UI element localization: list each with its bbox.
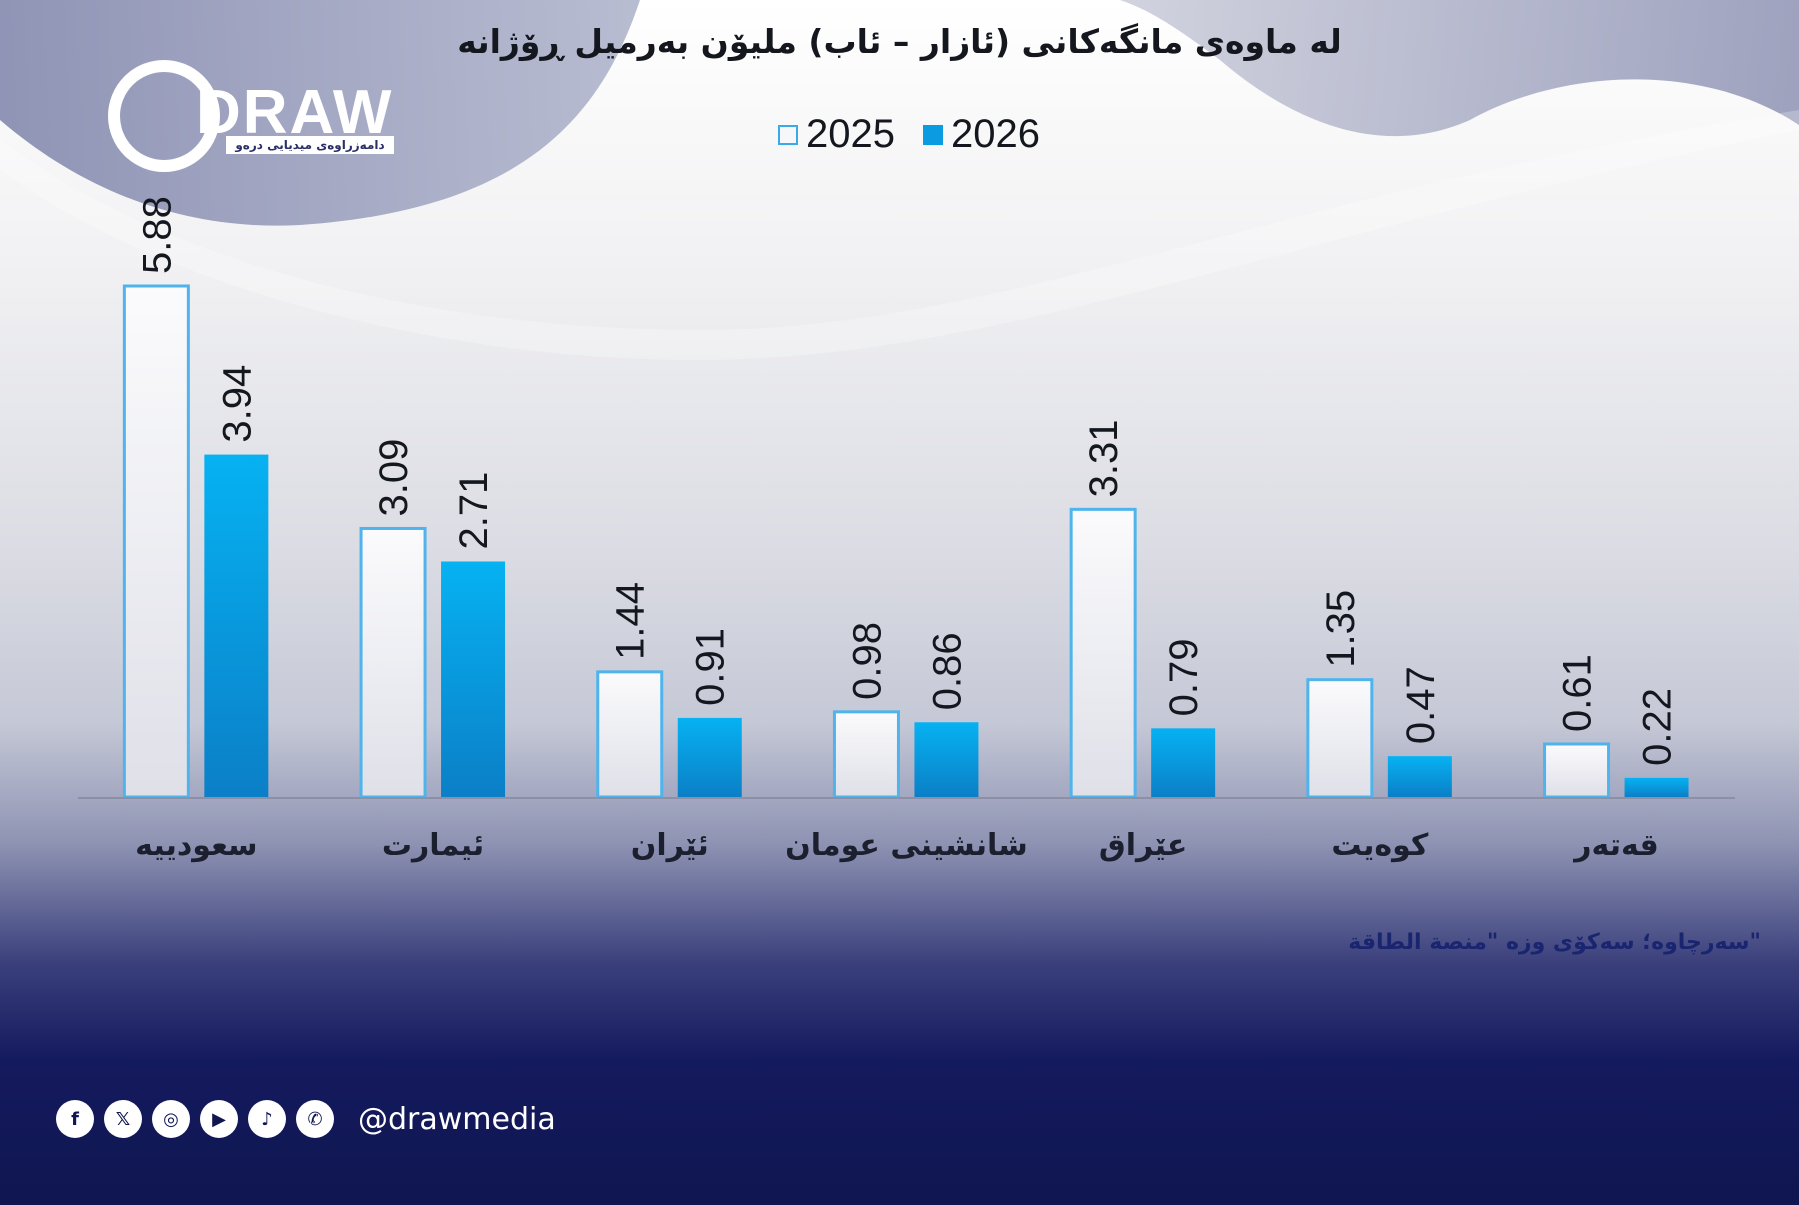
- bar-2025-1: [359, 526, 427, 799]
- facebook-icon[interactable]: f: [56, 1100, 94, 1138]
- bar-2025-3: [832, 710, 900, 799]
- value-label-2025-5: 1.35: [1319, 590, 1363, 668]
- value-label-2026-4: 0.79: [1162, 638, 1206, 716]
- value-label-2026-2: 0.91: [689, 628, 733, 706]
- legend-swatch-2025: [778, 124, 798, 145]
- tiktok-icon[interactable]: ♪: [248, 1100, 286, 1138]
- value-label-2025-3: 0.98: [845, 622, 889, 700]
- bar-2025-5: [1306, 678, 1374, 799]
- social-bar: f 𝕏 ◎ ▶ ♪ ✆ @drawmedia: [56, 1100, 556, 1138]
- value-label-2025-1: 3.09: [372, 439, 416, 517]
- value-label-2025-4: 3.31: [1082, 419, 1126, 497]
- chart-legend: 2025 2026: [778, 112, 1040, 157]
- youtube-icon[interactable]: ▶: [200, 1100, 238, 1138]
- category-label-2: ئێران: [631, 828, 709, 863]
- bar-2025-6: [1543, 742, 1611, 799]
- value-label-2025-2: 1.44: [609, 582, 653, 660]
- value-label-2026-6: 0.22: [1636, 688, 1680, 766]
- value-label-2025-0: 5.88: [135, 196, 179, 274]
- bar-2025-2: [596, 670, 664, 799]
- bar-2026-2: [677, 717, 742, 797]
- bar-2025-0: [122, 284, 190, 799]
- bars-layer: 5.88 3.94 سعودییە 3.09 2.71 ئیمارت 1.44 0.91 ئێر…: [122, 196, 1689, 863]
- value-label-2026-3: 0.86: [925, 632, 969, 710]
- bar-2025-4: [1069, 507, 1137, 799]
- x-icon[interactable]: 𝕏: [104, 1100, 142, 1138]
- value-label-2026-1: 2.71: [452, 472, 496, 550]
- legend-label-2025: 2025: [806, 112, 895, 156]
- legend-item-2026: 2026: [922, 112, 1040, 157]
- bar-2026-1: [441, 561, 506, 797]
- chart-title: له ماوەی مانگەکانی (ئازار – ئاب) ملیۆن ب…: [457, 22, 1342, 61]
- category-label-3: شانشینی عومان: [785, 828, 1028, 863]
- legend-label-2026: 2026: [950, 112, 1040, 156]
- category-label-0: سعودییە: [135, 828, 257, 863]
- value-label-2026-0: 3.94: [215, 365, 259, 443]
- category-label-5: کوەیت: [1331, 828, 1429, 863]
- draw-logo: DRAW دامەزراوەی میدیایی درەو: [108, 60, 418, 175]
- bar-2026-5: [1387, 756, 1452, 797]
- value-label-2025-6: 0.61: [1556, 654, 1600, 732]
- category-label-4: عێراق: [1099, 828, 1188, 863]
- legend-swatch-2026: [922, 124, 943, 145]
- bar-2026-6: [1624, 777, 1689, 797]
- source-note: سەرچاوە؛ سەکۆی وزە "منصة الطاقة": [1348, 930, 1761, 955]
- instagram-icon[interactable]: ◎: [152, 1100, 190, 1138]
- whatsapp-icon[interactable]: ✆: [296, 1100, 334, 1138]
- category-label-6: قەتەر: [1572, 828, 1659, 863]
- social-handle[interactable]: @drawmedia: [358, 1101, 556, 1137]
- bar-2026-0: [204, 454, 269, 797]
- bar-2026-3: [914, 722, 979, 797]
- bar-2026-4: [1151, 728, 1216, 797]
- legend-item-2025: 2025: [778, 112, 895, 157]
- logo-text: DRAW: [196, 78, 394, 147]
- value-label-2026-5: 0.47: [1399, 666, 1443, 744]
- category-label-1: ئیمارت: [382, 828, 484, 863]
- logo-subtitle: دامەزراوەی میدیایی درەو: [226, 136, 394, 154]
